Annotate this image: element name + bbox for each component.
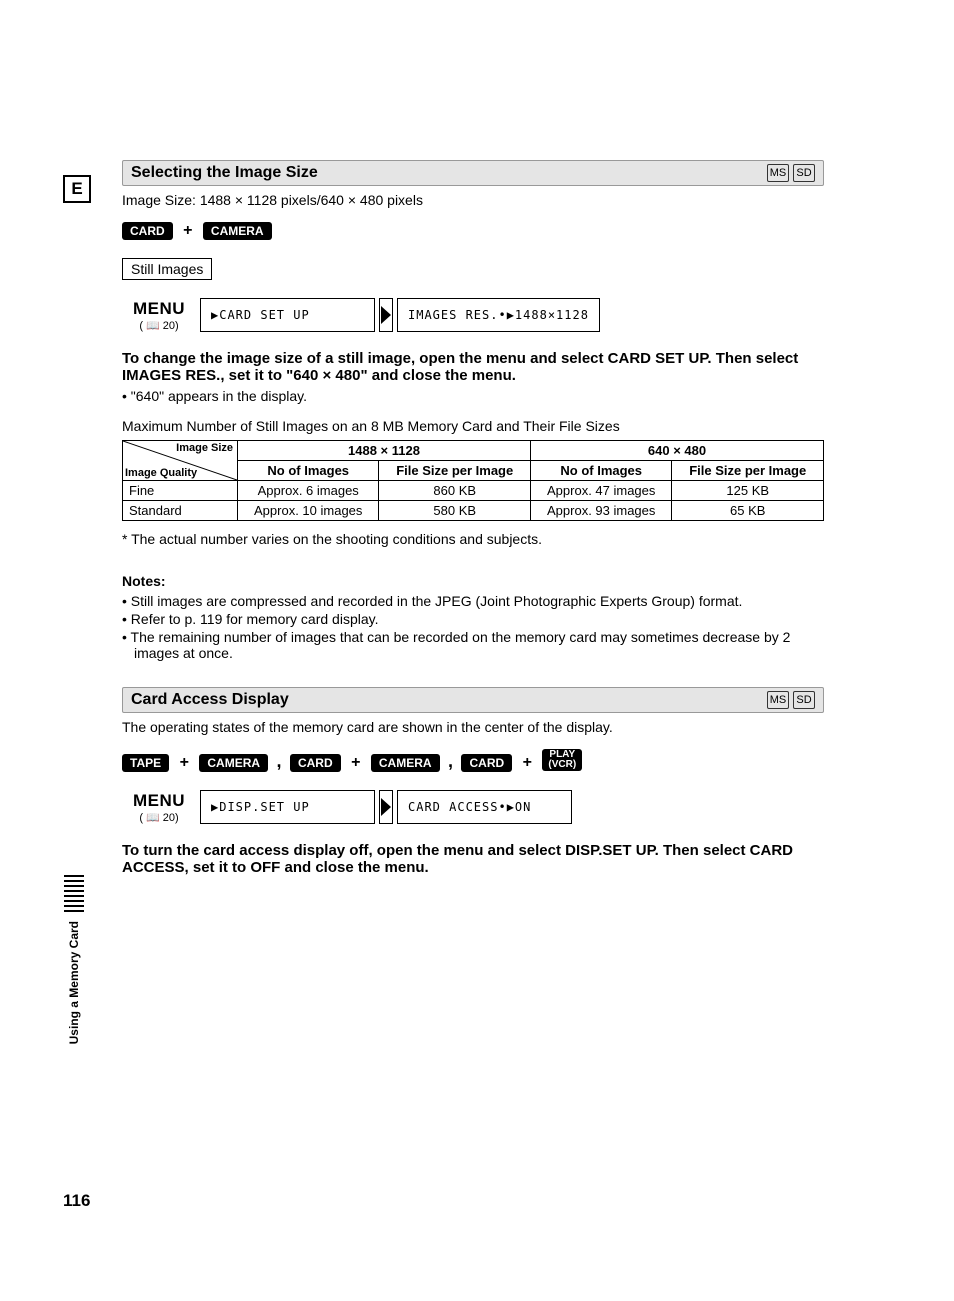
table-row: Fine Approx. 6 images 860 KB Approx. 47 … <box>123 481 824 501</box>
still-images-box: Still Images <box>122 258 212 280</box>
table-cell: 65 KB <box>672 501 824 521</box>
menu-page-ref: ( 📖 20) <box>139 811 178 824</box>
menu-box-images-res: IMAGES RES.•▶1488×1128 <box>397 298 600 332</box>
table-subheader: No of Images <box>530 461 671 481</box>
mode-pill-card: CARD <box>461 754 512 772</box>
mode-pill-card: CARD <box>290 754 341 772</box>
instruction-bold-1: To change the image size of a still imag… <box>122 350 824 384</box>
menu-label: MENU <box>133 299 185 319</box>
instruction-bullet-1: • "640" appears in the display. <box>122 388 824 404</box>
table-cell: Approx. 93 images <box>530 501 671 521</box>
note-item: • Still images are compressed and record… <box>122 593 824 609</box>
side-decoration-lines <box>64 875 84 915</box>
menu-path-row-1: MENU ( 📖 20) ▶CARD SET UP IMAGES RES.•▶1… <box>122 298 824 332</box>
mode-pill-camera: CAMERA <box>203 222 272 240</box>
plus-icon: + <box>351 754 360 772</box>
plus-icon: + <box>180 754 189 772</box>
ms-card-icon: MS <box>767 691 789 709</box>
mode-pill-camera: CAMERA <box>371 754 440 772</box>
section-header-image-size: Selecting the Image Size MS SD <box>122 160 824 186</box>
separator: , <box>448 751 453 771</box>
menu-page-ref: ( 📖 20) <box>139 319 178 332</box>
mode-row-1: CARD + CAMERA <box>122 222 824 240</box>
arrow-right-icon <box>379 790 393 824</box>
table-header-1488: 1488 × 1128 <box>238 441 531 461</box>
table-caption: Maximum Number of Still Images on an 8 M… <box>122 418 824 434</box>
mode-pill-play-vcr: PLAY(VCR) <box>542 749 582 771</box>
note-item: • Refer to p. 119 for memory card displa… <box>122 611 824 627</box>
side-chapter-label: Using a Memory Card <box>67 921 81 1044</box>
table-cell: Approx. 47 images <box>530 481 671 501</box>
section-title: Card Access Display <box>131 691 289 709</box>
table-cell: 580 KB <box>379 501 531 521</box>
plus-icon: + <box>183 222 192 240</box>
image-size-table: Image Size Image Quality 1488 × 1128 640… <box>122 440 824 521</box>
table-diag-header: Image Size Image Quality <box>123 441 238 481</box>
header-icons: MS SD <box>767 164 815 182</box>
section-title: Selecting the Image Size <box>131 164 318 182</box>
table-cell: Approx. 6 images <box>238 481 379 501</box>
table-cell: Fine <box>123 481 238 501</box>
page-number: 116 <box>63 1191 90 1211</box>
table-subheader: File Size per Image <box>379 461 531 481</box>
separator: , <box>277 751 282 771</box>
menu-path-row-2: MENU ( 📖 20) ▶DISP.SET UP CARD ACCESS•▶O… <box>122 790 824 824</box>
table-row: Standard Approx. 10 images 580 KB Approx… <box>123 501 824 521</box>
image-size-subtitle: Image Size: 1488 × 1128 pixels/640 × 480… <box>122 192 824 208</box>
menu-label: MENU <box>133 791 185 811</box>
notes-list: • Still images are compressed and record… <box>122 593 824 661</box>
table-header-640: 640 × 480 <box>530 441 823 461</box>
mode-pill-tape: TAPE <box>122 754 169 772</box>
menu-box-card-access: CARD ACCESS•▶ON <box>397 790 572 824</box>
mode-pill-card: CARD <box>122 222 173 240</box>
menu-box-card-setup: ▶CARD SET UP <box>200 298 375 332</box>
notes-heading: Notes: <box>122 573 824 589</box>
table-subheader: No of Images <box>238 461 379 481</box>
mode-pill-camera: CAMERA <box>199 754 268 772</box>
language-badge: E <box>63 175 91 203</box>
table-cell: Standard <box>123 501 238 521</box>
table-cell: 125 KB <box>672 481 824 501</box>
section-header-card-access: Card Access Display MS SD <box>122 687 824 713</box>
sd-card-icon: SD <box>793 691 815 709</box>
header-icons: MS SD <box>767 691 815 709</box>
side-chapter-bar: Using a Memory Card <box>63 875 85 1155</box>
table-cell: Approx. 10 images <box>238 501 379 521</box>
ms-card-icon: MS <box>767 164 789 182</box>
menu-box-disp-setup: ▶DISP.SET UP <box>200 790 375 824</box>
mode-row-2: TAPE + CAMERA , CARD + CAMERA , CARD + P… <box>122 749 824 772</box>
sd-card-icon: SD <box>793 164 815 182</box>
table-subheader: File Size per Image <box>672 461 824 481</box>
card-access-subtitle: The operating states of the memory card … <box>122 719 824 735</box>
table-footnote: * The actual number varies on the shooti… <box>122 531 824 547</box>
table-cell: 860 KB <box>379 481 531 501</box>
note-item: • The remaining number of images that ca… <box>122 629 824 661</box>
instruction-bold-2: To turn the card access display off, ope… <box>122 842 824 876</box>
arrow-right-icon <box>379 298 393 332</box>
plus-icon: + <box>523 754 532 772</box>
